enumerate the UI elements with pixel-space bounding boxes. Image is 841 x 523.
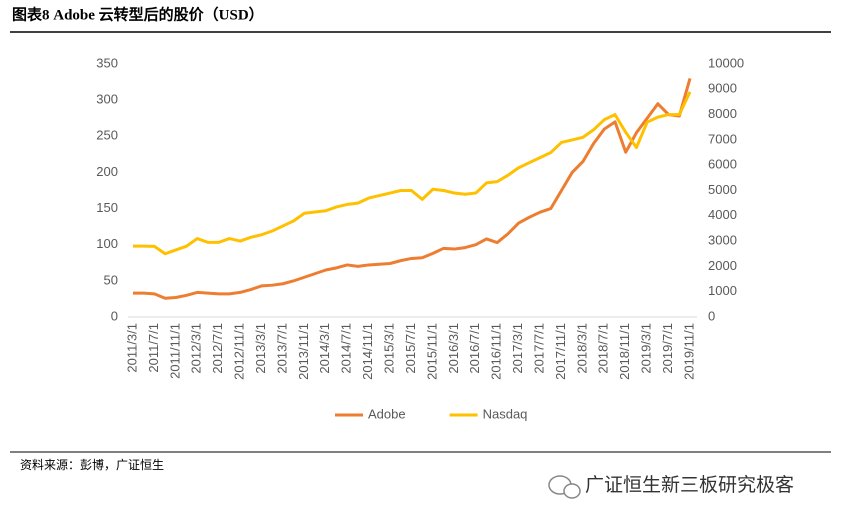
y2-tick-label: 6000 <box>708 157 737 172</box>
x-tick-label: 2013/3/1 <box>253 323 268 374</box>
y2-tick-label: 7000 <box>708 131 737 146</box>
x-tick-label: 2011/11/1 <box>167 323 182 379</box>
y-tick-label: 250 <box>96 128 118 143</box>
y-tick-label: 100 <box>96 236 118 251</box>
legend-label: Nasdaq <box>483 406 528 421</box>
series-line <box>133 78 692 300</box>
x-tick-label: 2016/11/1 <box>489 323 504 380</box>
x-tick-label: 2012/7/1 <box>210 323 225 374</box>
y-tick-label: 0 <box>111 308 118 323</box>
y2-tick-label: 0 <box>708 308 715 323</box>
x-tick-label: 2013/11/1 <box>296 323 311 380</box>
y-tick-label: 150 <box>96 200 118 215</box>
x-tick-label: 2012/3/1 <box>189 323 204 374</box>
x-tick-label: 2013/7/1 <box>274 323 289 374</box>
y2-tick-label: 4000 <box>708 207 737 222</box>
y-tick-label: 350 <box>96 55 118 70</box>
x-tick-label: 2018/11/1 <box>617 323 632 380</box>
x-tick-label: 2018/7/1 <box>596 323 611 374</box>
x-tick-label: 2015/7/1 <box>403 323 418 374</box>
source: 资料来源：彭博，广证恒生 <box>20 457 164 472</box>
x-tick-label: 2017/3/1 <box>510 323 525 374</box>
x-tick-label: 2011/7/1 <box>146 323 161 373</box>
x-tick-label: 2019/11/1 <box>681 323 696 380</box>
x-tick-label: 2016/3/1 <box>446 323 461 374</box>
x-tick-label: 2017/7/1 <box>531 323 546 374</box>
series-line <box>133 91 692 256</box>
y-tick-label: 200 <box>96 164 118 179</box>
x-tick-label: 2015/11/1 <box>424 323 439 380</box>
x-tick-label: 2019/3/1 <box>639 323 654 374</box>
x-tick-label: 2011/3/1 <box>124 323 139 373</box>
y2-tick-label: 9000 <box>708 81 737 96</box>
y-tick-label: 50 <box>104 272 118 287</box>
x-tick-label: 2018/3/1 <box>574 323 589 374</box>
y2-tick-label: 5000 <box>708 182 737 197</box>
legend-label: Adobe <box>368 406 406 421</box>
x-tick-label: 2012/11/1 <box>232 323 247 380</box>
watermark-icon <box>548 475 581 499</box>
x-tick-label: 2014/7/1 <box>339 323 354 374</box>
x-tick-label: 2017/11/1 <box>553 323 568 380</box>
y-tick-label: 300 <box>96 92 118 107</box>
y2-tick-label: 8000 <box>708 106 737 121</box>
y2-tick-label: 10000 <box>708 55 744 70</box>
x-tick-label: 2015/3/1 <box>382 323 397 374</box>
x-tick-label: 2014/11/1 <box>360 323 375 380</box>
y2-tick-label: 2000 <box>708 258 737 273</box>
watermark: 广证恒生新三板研究极客 <box>585 474 794 496</box>
y2-tick-label: 1000 <box>708 283 737 298</box>
x-tick-label: 2019/7/1 <box>660 323 675 374</box>
y2-tick-label: 3000 <box>708 233 737 248</box>
chart-title: 图表8 Adobe 云转型后的股价（USD） <box>12 5 264 23</box>
x-tick-label: 2016/7/1 <box>467 323 482 374</box>
x-tick-label: 2014/3/1 <box>317 323 332 374</box>
